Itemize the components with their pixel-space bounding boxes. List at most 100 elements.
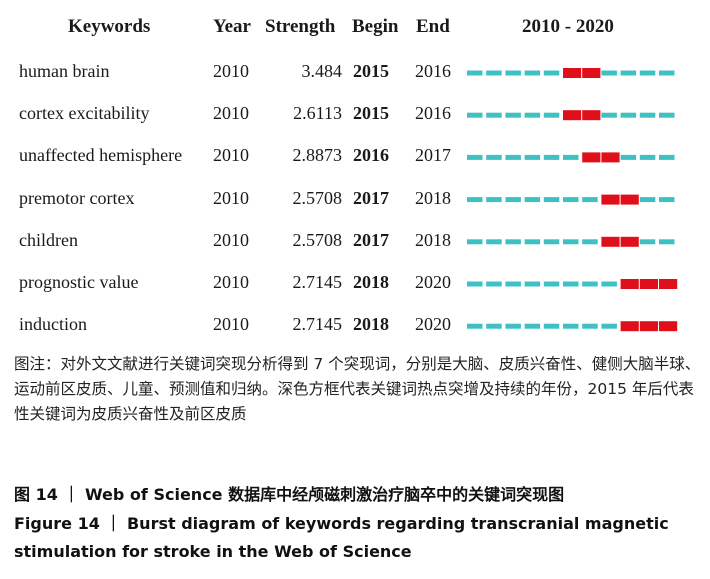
burst-segment [659, 279, 678, 289]
begin-year: 2017 [353, 187, 389, 208]
begin-year: 2018 [353, 272, 389, 292]
burst-segment [620, 236, 639, 247]
burst-segment [601, 194, 620, 205]
timeline-segment [563, 197, 579, 203]
timeline-segment [486, 197, 502, 203]
timeline-segment [563, 239, 579, 245]
figure-title-cn: 图 14 ｜ Web of Science 数据库中经颅磁刺激治疗脑卒中的关键词… [14, 485, 565, 504]
burst-segment [601, 152, 620, 163]
burst-segment [639, 279, 658, 289]
end-year: 2017 [415, 145, 451, 166]
timeline-segment [486, 239, 502, 245]
timeline-segment [524, 154, 541, 160]
timeline-segment [486, 154, 502, 160]
timeline-segment [524, 112, 541, 118]
timeline-segment [582, 323, 598, 329]
timeline-segment [563, 154, 579, 160]
timeline-segment [467, 70, 483, 76]
timeline-segment [486, 281, 502, 287]
timeline-segment [505, 197, 521, 203]
timeline-segment [582, 281, 598, 287]
figure-title-en: Figure 14 ｜ Burst diagram of keywords re… [14, 514, 669, 561]
end-year: 2020 [415, 314, 451, 335]
burst-segment [582, 68, 601, 78]
timeline-segment [639, 112, 656, 118]
begin-year: 2018 [353, 314, 389, 335]
burst-segment [601, 236, 620, 247]
timeline-segment [524, 323, 541, 329]
year-value: 2010 [213, 61, 249, 81]
year-value: 2010 [213, 229, 249, 250]
timeline-segment [582, 197, 598, 203]
strength-value: 2.7145 [292, 314, 343, 335]
timeline-segment [601, 70, 617, 76]
keyword-label: induction [19, 314, 87, 335]
strength-value: 2.5708 [292, 187, 343, 208]
timeline-segment [659, 197, 675, 203]
burst-segment [620, 279, 639, 289]
burst-segment [582, 110, 601, 121]
timeline-segment [639, 70, 656, 76]
timeline-segment [659, 70, 675, 76]
strength-value: 2.6113 [293, 103, 342, 124]
timeline-segment [659, 112, 675, 118]
burst-segment [620, 194, 639, 205]
timeline-segment [505, 281, 521, 287]
keyword-label: human brain [19, 61, 110, 81]
timeline-segment [620, 112, 637, 118]
keyword-label: prognostic value [19, 272, 139, 292]
burst-segment [659, 321, 678, 332]
timeline-segment [543, 323, 560, 329]
end-year: 2016 [415, 61, 451, 81]
timeline-segment [524, 281, 541, 287]
timeline-segment [505, 70, 521, 76]
header-strength: Strength [265, 16, 336, 37]
timeline-segment [582, 239, 598, 245]
caption-note: 图注：对外文文献进行关键词突现分析得到 7 个突现词，分别是大脑、皮质兴奋性、健… [14, 355, 701, 423]
timeline-segment [486, 323, 502, 329]
begin-year: 2015 [353, 61, 389, 81]
timeline-segment [659, 239, 675, 245]
keyword-label: children [19, 229, 78, 250]
timeline-segment [620, 70, 637, 76]
timeline-segment [505, 323, 521, 329]
timeline-segment [543, 112, 560, 118]
end-year: 2018 [415, 187, 451, 208]
timeline-segment [467, 239, 483, 245]
year-value: 2010 [213, 187, 249, 208]
timeline-segment [543, 281, 560, 287]
burst-segment [563, 68, 582, 78]
timeline-segment [563, 281, 579, 287]
burst-segment [563, 110, 582, 121]
timeline-segment [505, 239, 521, 245]
begin-year: 2015 [353, 103, 389, 124]
begin-year: 2016 [353, 145, 389, 166]
timeline-segment [486, 70, 502, 76]
begin-year: 2017 [353, 229, 389, 250]
strength-value: 2.8873 [292, 145, 343, 166]
burst-segment [582, 152, 601, 163]
timeline-segment [467, 197, 483, 203]
timeline-segment [543, 70, 560, 76]
timeline-segment [639, 154, 656, 160]
burst-segment [620, 321, 639, 332]
year-value: 2010 [213, 272, 249, 292]
timeline-segment [467, 323, 483, 329]
header-range: 2010 - 2020 [522, 16, 614, 37]
strength-value: 3.484 [301, 61, 343, 81]
timeline-segment [505, 154, 521, 160]
timeline-segment [563, 323, 579, 329]
header-end: End [416, 16, 450, 37]
timeline-segment [524, 239, 541, 245]
timeline-segment [543, 239, 560, 245]
year-value: 2010 [213, 103, 249, 124]
keyword-label: premotor cortex [19, 187, 135, 208]
timeline-segment [601, 281, 617, 287]
header-keywords: Keywords [68, 16, 151, 37]
year-value: 2010 [213, 314, 249, 335]
timeline-segment [486, 112, 502, 118]
end-year: 2016 [415, 103, 451, 124]
timeline-segment [543, 197, 560, 203]
timeline-segment [639, 239, 656, 245]
